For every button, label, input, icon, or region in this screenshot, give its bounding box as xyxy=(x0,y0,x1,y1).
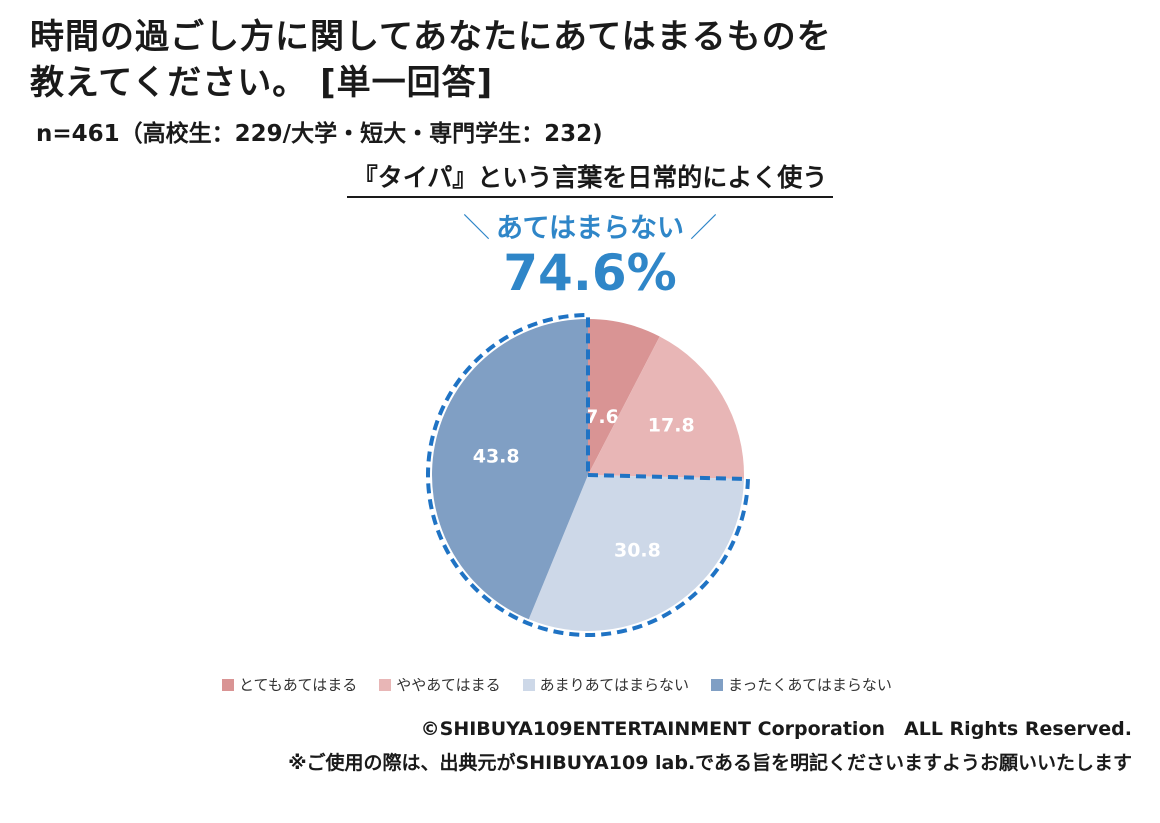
legend-item-2: ややあてはまる xyxy=(379,674,501,695)
usage-note: ※ご使用の際は、出典元がSHIBUYA109 lab.である旨を明記くださいます… xyxy=(288,752,1132,774)
callout-left-slash: ＼ xyxy=(463,213,491,244)
title-line-2: 教えてください。 [単一回答] xyxy=(30,63,494,103)
pie-slice-3 xyxy=(528,475,744,631)
pie-slice-1 xyxy=(588,319,660,475)
title-line-1: 時間の過ごし方に関してあなたにあてはまるものを xyxy=(30,17,832,57)
sample-size: n=461（高校生：229/大学・短大・専門学生：232) xyxy=(36,121,603,147)
pie-chart: 7.6 17.8 30.8 43.8 xyxy=(426,312,751,637)
slice-value-label-4: 43.8 xyxy=(473,445,520,467)
legend-swatch-2 xyxy=(379,678,392,691)
slice-value-label-3: 30.8 xyxy=(614,539,661,561)
chart-title-text: 『タイパ』という言葉を日常的によく使う xyxy=(346,158,834,198)
callout-value: 74.6% xyxy=(503,244,677,302)
slice-value-label-2: 17.8 xyxy=(648,414,695,436)
callout-right-slash: ／ xyxy=(689,213,717,244)
callout-label: ＼ あてはまらない／ xyxy=(435,206,745,245)
pie-slice-4 xyxy=(431,319,588,620)
legend-item-1: とてもあてはまる xyxy=(222,674,357,695)
legend-swatch-4 xyxy=(711,678,724,691)
legend-label-4: まったくあてはまらない xyxy=(728,676,892,694)
legend-label-3: あまりあてはまらない xyxy=(539,676,690,694)
chart-title: 『タイパ』という言葉を日常的によく使う xyxy=(0,158,1160,198)
callout-label-text: あてはまらない xyxy=(496,213,684,244)
legend-label-1: とてもあてはまる xyxy=(239,676,358,694)
legend-label-2: ややあてはまる xyxy=(396,676,501,694)
pie-slice-2 xyxy=(588,336,744,479)
highlight-outline xyxy=(426,312,751,637)
legend-item-4: まったくあてはまらない xyxy=(711,674,892,695)
page-title: 時間の過ごし方に関してあなたにあてはまるものを 教えてください。 [単一回答] xyxy=(30,14,1030,106)
legend-swatch-3 xyxy=(522,678,535,691)
chart-legend: とてもあてはまる ややあてはまる あまりあてはまらない まったくあてはまらない xyxy=(222,674,914,695)
legend-item-3: あまりあてはまらない xyxy=(522,674,690,695)
copyright-notice: ©SHIBUYA109ENTERTAINMENT Corporation ALL… xyxy=(420,718,1132,740)
legend-swatch-1 xyxy=(222,678,234,691)
slice-value-label-1: 7.6 xyxy=(585,406,619,428)
